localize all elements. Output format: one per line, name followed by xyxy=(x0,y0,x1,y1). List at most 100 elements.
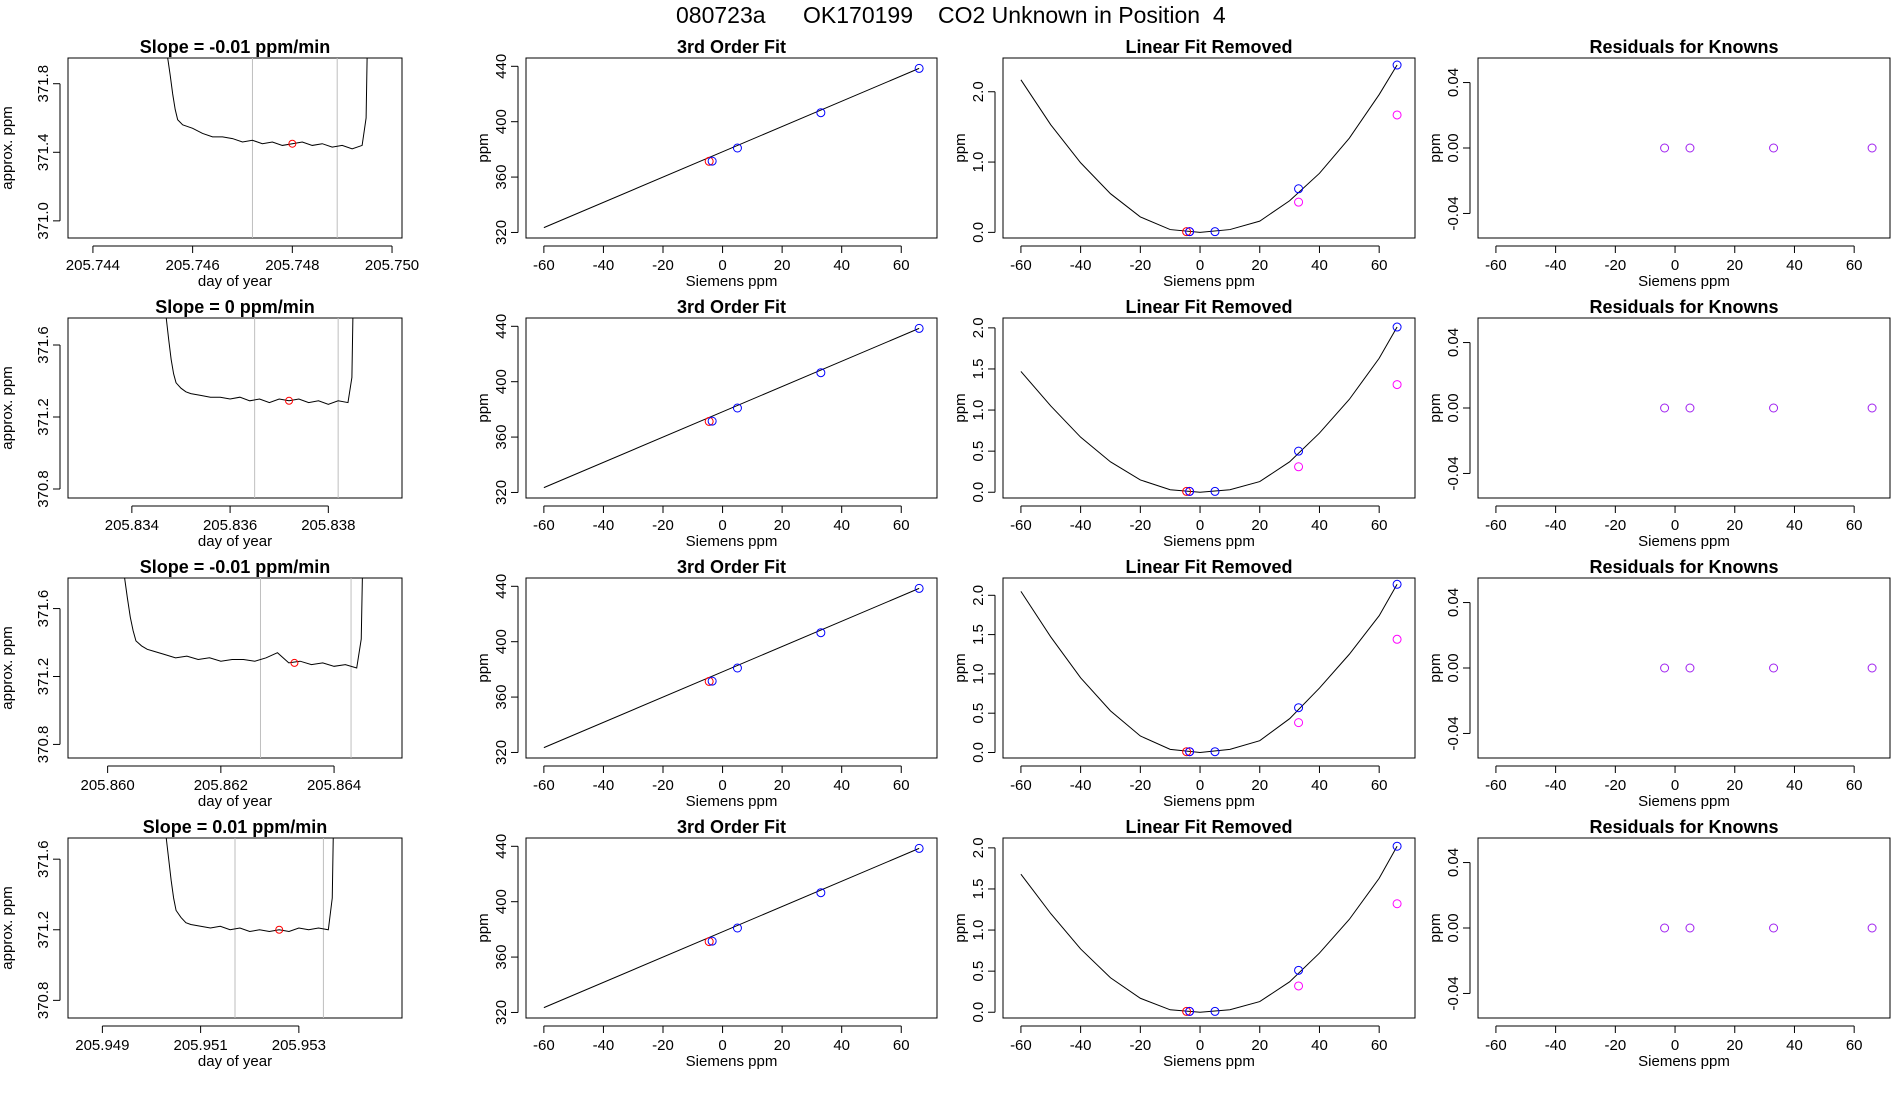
x-tick-label: 0 xyxy=(1671,257,1679,274)
y-tick-label: 320 xyxy=(493,740,510,765)
y-tick-label: 360 xyxy=(493,945,510,970)
y-tick-label: 320 xyxy=(493,480,510,505)
known-point-blue xyxy=(1392,322,1402,332)
plot-area xyxy=(165,318,354,498)
fit-curve xyxy=(1020,845,1398,1013)
x-tick-label: -40 xyxy=(1070,517,1092,534)
panel-title: Slope = 0 ppm/min xyxy=(155,297,315,317)
known-point xyxy=(707,676,717,686)
y-tick-label: 0.04 xyxy=(1445,68,1462,97)
known-point xyxy=(914,323,924,333)
x-tick-label: 60 xyxy=(1846,257,1863,274)
x-tick-label: 40 xyxy=(1786,257,1803,274)
panel-timeseries-row-2: Slope = 0 ppm/min 205.834 205.836 205.838 da… xyxy=(0,297,403,550)
x-tick-label: 60 xyxy=(893,1037,910,1054)
plot-area xyxy=(543,583,924,749)
x-tick-label: 20 xyxy=(774,1037,791,1054)
residual-point xyxy=(1867,143,1877,153)
y-tick-label: 371.6 xyxy=(35,590,52,628)
y-tick-label: 0.00 xyxy=(1445,133,1462,162)
known-point xyxy=(914,63,924,73)
known-point-blue xyxy=(1294,703,1304,713)
x-tick-label: 205.838 xyxy=(301,517,355,534)
known-point-blue xyxy=(1185,227,1195,237)
x-tick-label: 20 xyxy=(1251,517,1268,534)
plot-area xyxy=(124,578,363,758)
known-point-magenta xyxy=(1294,462,1304,472)
y-axis-label: ppm xyxy=(1427,653,1444,682)
x-tick-label: -40 xyxy=(593,517,615,534)
known-point xyxy=(707,416,717,426)
y-axis-label: approx. ppm xyxy=(0,106,16,189)
known-point-magenta xyxy=(1294,718,1304,728)
plot-area xyxy=(167,58,368,238)
plot-area xyxy=(1020,322,1402,496)
x-tick-label: -40 xyxy=(1070,777,1092,794)
panel-residuals-row-1: Residuals for Knowns -60 -40 -20 0 20 40 60 Siem… xyxy=(1427,37,1891,290)
y-tick-label: 440 xyxy=(493,314,510,339)
plot-area xyxy=(165,838,334,1018)
x-tick-label: 0 xyxy=(718,517,726,534)
x-tick-label: -20 xyxy=(1604,257,1626,274)
known-point-blue xyxy=(1210,227,1220,237)
x-tick-label: 40 xyxy=(1311,1037,1328,1054)
x-tick-label: 205.836 xyxy=(203,517,257,534)
fit-line xyxy=(543,587,920,749)
fit-curve xyxy=(1020,326,1398,493)
fit-curve xyxy=(1020,64,1398,233)
plot-frame xyxy=(1477,57,1891,239)
y-tick-label: 360 xyxy=(493,425,510,450)
panel-fit-row-3: 3rd Order Fit -60 -40 -20 0 20 40 60 Siemens ppm… xyxy=(475,557,938,810)
known-point xyxy=(914,583,924,593)
x-tick-label: 0 xyxy=(718,257,726,274)
run-id: 080723a xyxy=(676,2,766,28)
x-tick-label: -60 xyxy=(533,1037,555,1054)
panel-title: Residuals for Knowns xyxy=(1589,297,1778,317)
y-tick-label: 0.00 xyxy=(1445,913,1462,942)
tank-id: OK170199 xyxy=(803,2,913,28)
x-tick-label: 205.862 xyxy=(194,777,248,794)
y-tick-label: 1.0 xyxy=(970,400,987,421)
y-tick-label: 1.0 xyxy=(970,920,987,941)
y-tick-label: 371.6 xyxy=(35,840,52,878)
panel-fit-row-1: 3rd Order Fit -60 -40 -20 0 20 40 60 Siemens ppm… xyxy=(475,37,938,290)
y-tick-label: -0.04 xyxy=(1445,456,1462,490)
panel-title: 3rd Order Fit xyxy=(677,37,786,57)
known-point xyxy=(707,936,717,946)
panel-title: 3rd Order Fit xyxy=(677,297,786,317)
x-tick-label: 20 xyxy=(774,777,791,794)
ppm-trace xyxy=(167,58,368,150)
known-point-magenta xyxy=(1392,380,1402,390)
x-tick-label: -20 xyxy=(1604,517,1626,534)
page-title: 080723a OK170199 CO2 Unknown in Position… xyxy=(0,2,1900,34)
x-tick-label: 40 xyxy=(1311,777,1328,794)
fit-line xyxy=(543,847,920,1009)
y-tick-label: 2.0 xyxy=(970,81,987,102)
y-tick-label: 1.0 xyxy=(970,152,987,173)
plot-area xyxy=(543,843,924,1009)
panel-title: 3rd Order Fit xyxy=(677,817,786,837)
known-point-blue xyxy=(1392,841,1402,851)
y-axis-label: ppm xyxy=(475,133,492,162)
y-tick-label: 0.5 xyxy=(970,703,987,724)
plot-frame xyxy=(525,837,938,1019)
x-axis-label: Siemens ppm xyxy=(686,1053,778,1070)
y-axis-label: approx. ppm xyxy=(0,886,16,969)
y-axis-label: approx. ppm xyxy=(0,366,16,449)
plot-frame xyxy=(1477,317,1891,499)
y-tick-label: 370.8 xyxy=(35,982,52,1020)
panel-title: Linear Fit Removed xyxy=(1125,37,1292,57)
panel-title: Linear Fit Removed xyxy=(1125,557,1292,577)
run-description: CO2 Unknown in Position 4 xyxy=(938,2,1226,28)
y-axis-label: ppm xyxy=(952,653,969,682)
panel-title: Linear Fit Removed xyxy=(1125,817,1292,837)
x-tick-label: 40 xyxy=(833,1037,850,1054)
known-point-blue xyxy=(1294,446,1304,456)
residual-point xyxy=(1769,663,1779,673)
plot-frame xyxy=(1002,577,1416,759)
y-axis-label: ppm xyxy=(952,393,969,422)
plot-area xyxy=(543,323,924,489)
y-tick-label: 371.0 xyxy=(35,202,52,240)
x-tick-label: -20 xyxy=(1604,777,1626,794)
residual-point xyxy=(1867,403,1877,413)
